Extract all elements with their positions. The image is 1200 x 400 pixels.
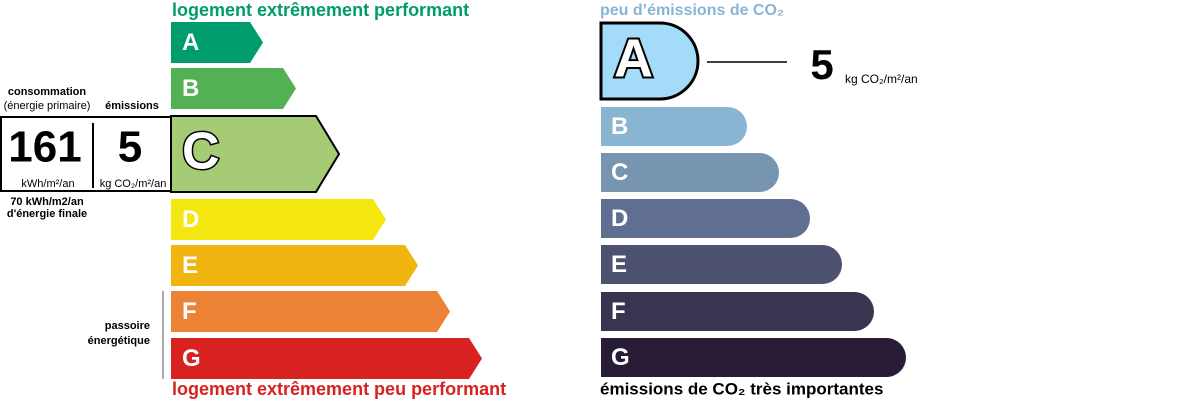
passoire-label: passoire	[105, 320, 150, 332]
final-value: 70 kWh/m2/an	[10, 196, 84, 208]
climate-bar	[601, 107, 747, 146]
energy-bottom-label: logement extrêmement peu performant	[172, 379, 506, 399]
consumption-sublabel: (énergie primaire)	[4, 100, 91, 112]
energy-top-label: logement extrêmement performant	[172, 0, 469, 20]
climate-value: 5	[810, 41, 833, 88]
energy-arrow	[171, 245, 418, 286]
emissions-unit: kg CO₂/m²/an	[100, 178, 167, 190]
energy-arrow	[171, 291, 450, 332]
energy-arrow	[170, 115, 341, 193]
energy-arrow	[171, 22, 263, 63]
energy-class-letter: F	[182, 298, 197, 325]
consumption-label: consommation	[8, 86, 87, 98]
climate-class-letter: G	[611, 344, 630, 371]
climate-unit: kg CO₂/m²/an	[845, 72, 918, 86]
climate-bar	[601, 292, 875, 331]
energy-class-letter: D	[182, 206, 199, 233]
energy-arrow	[171, 199, 386, 240]
climate-class-letter: A	[614, 28, 653, 88]
energy-class-letter: C	[182, 123, 220, 181]
energy-class-letter: E	[182, 252, 198, 279]
climate-class-letter: D	[611, 205, 628, 232]
climate-top-label: peu d’émissions de CO₂	[600, 2, 784, 19]
climate-class-letter: F	[611, 298, 626, 325]
passoire-label: énergétique	[88, 335, 150, 347]
consumption-value: 161	[8, 123, 81, 172]
climate-class-letter: B	[611, 113, 628, 140]
climate-bar	[601, 245, 843, 284]
energy-arrow	[171, 338, 482, 379]
energy-class-letter: G	[182, 345, 201, 372]
emissions-label: émissions	[105, 100, 159, 112]
climate-bar	[601, 199, 811, 238]
consumption-unit: kWh/m²/an	[21, 178, 74, 190]
climate-class-letter: C	[611, 159, 628, 186]
energy-arrow	[171, 68, 296, 109]
value-box	[0, 116, 174, 192]
climate-bottom-label: émissions de CO₂ très importantes	[600, 379, 883, 398]
climate-class-letter: E	[611, 251, 627, 278]
final-label: d'énergie finale	[7, 208, 87, 220]
climate-bar	[601, 338, 907, 377]
emissions-value: 5	[118, 123, 142, 172]
energy-class-letter: B	[182, 75, 199, 102]
climate-bar	[599, 21, 700, 101]
climate-bar	[601, 153, 779, 192]
energy-class-letter: A	[182, 29, 199, 56]
